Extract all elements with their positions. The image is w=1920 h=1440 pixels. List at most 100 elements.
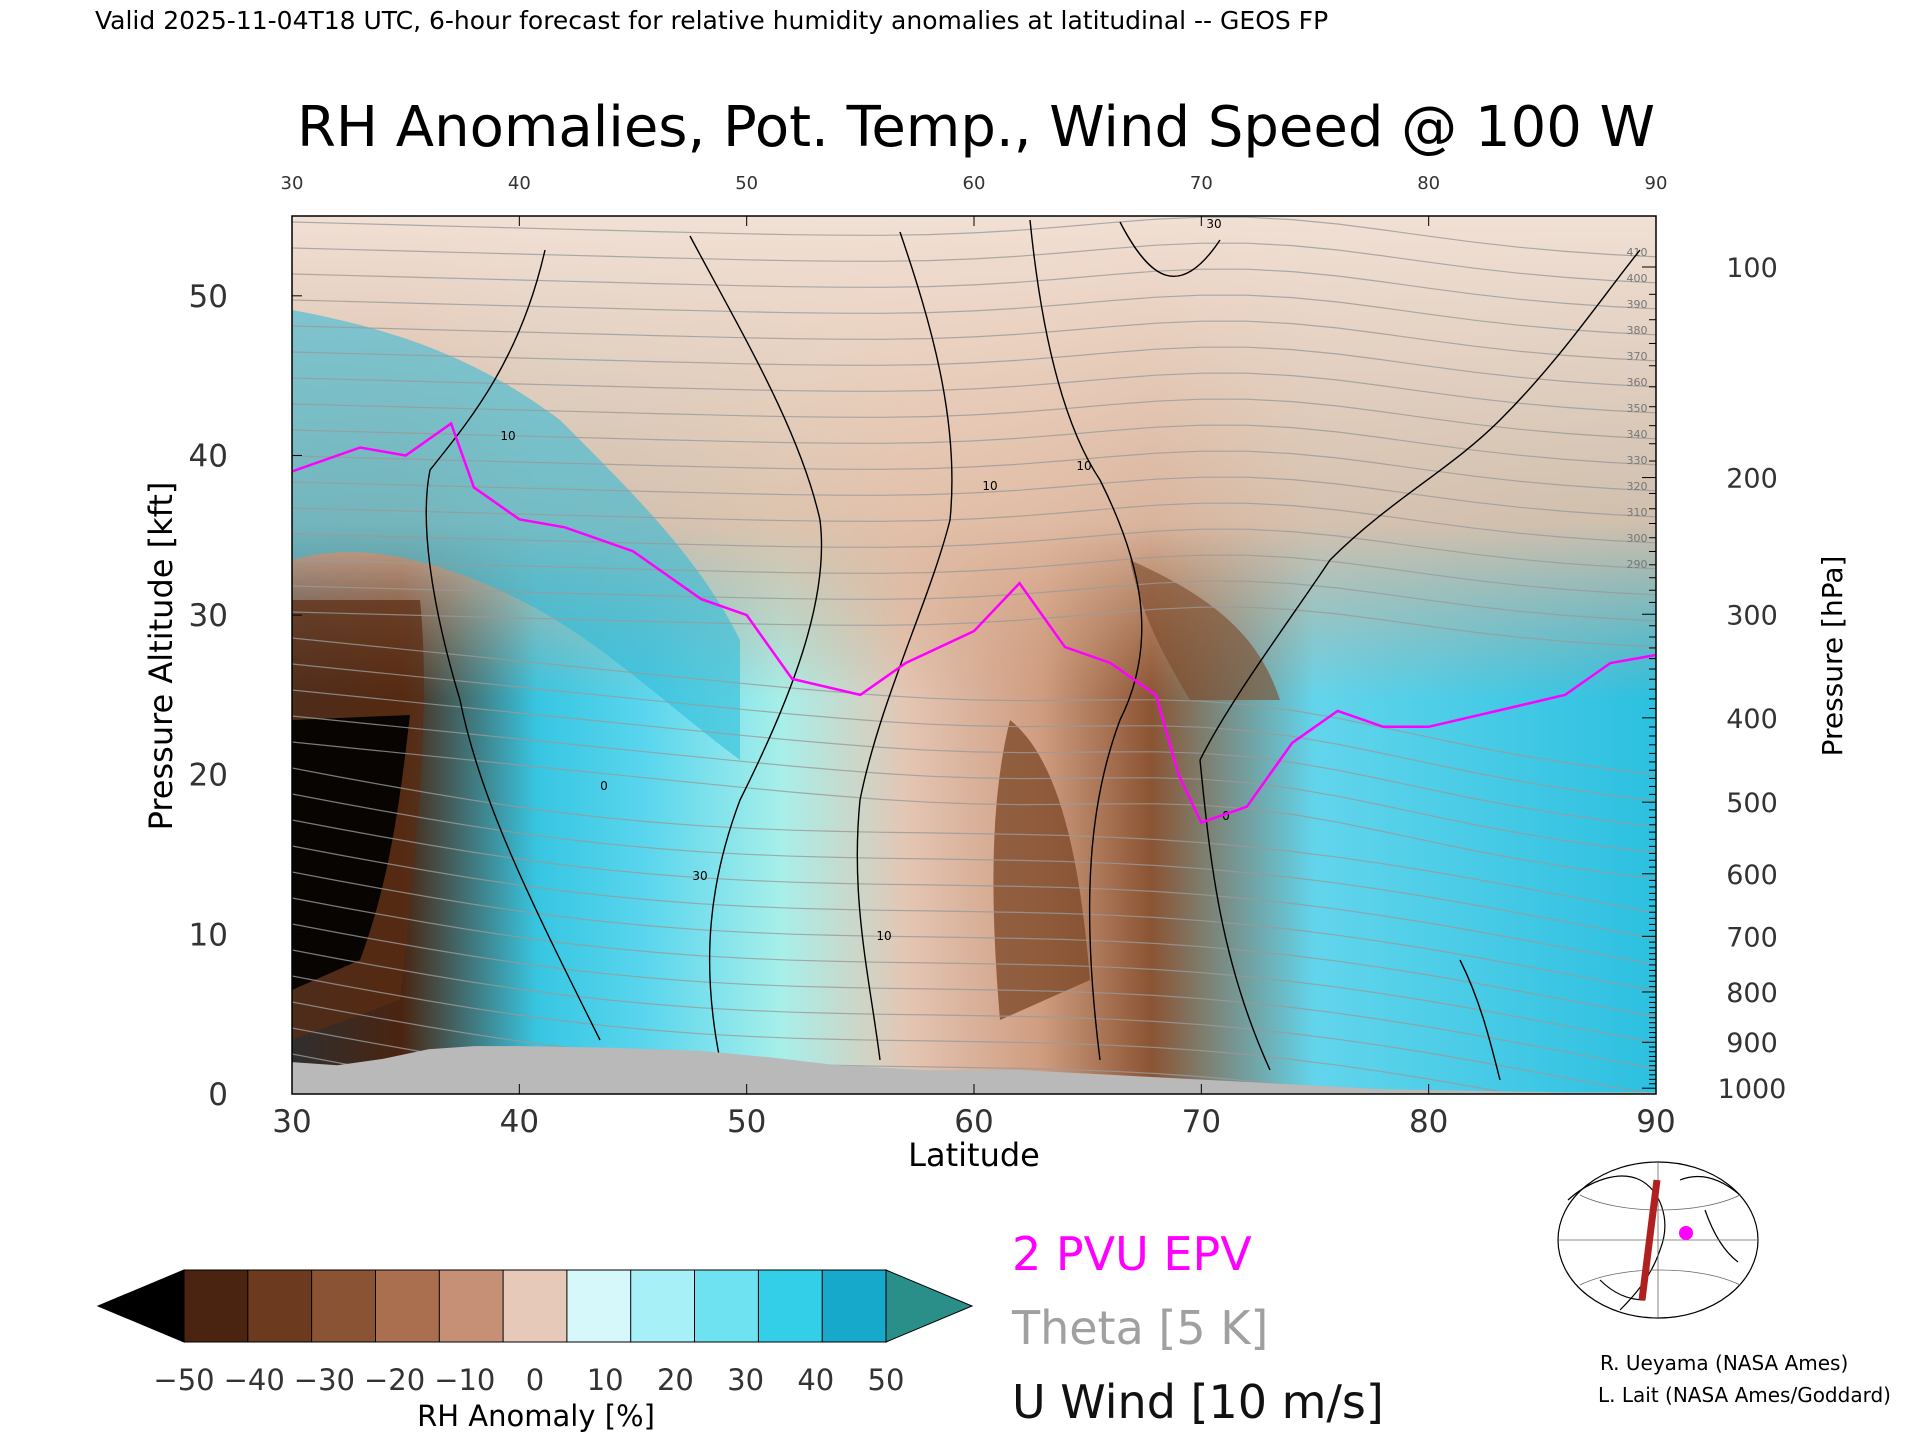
theta-label: 390 (1627, 298, 1648, 311)
theta-contour (292, 741, 1656, 880)
credit-line-2: L. Lait (NASA Ames/Goddard) (1598, 1383, 1891, 1407)
colorbar-swatch (630, 1269, 696, 1343)
y-tick-label-right: 100 (1726, 253, 1778, 284)
theta-contour (292, 372, 1656, 414)
legend: 2 PVU EPV Theta [5 K] U Wind [10 m/s] (1011, 1227, 1384, 1429)
u-wind-contours: 10 30 10 10 30 0 0 10 (425, 217, 1641, 1081)
theta-contour (292, 663, 1656, 802)
theta-contour (292, 398, 1656, 440)
y-tick-label-left: 10 (189, 917, 228, 953)
u-wind-label: 0 (600, 779, 608, 793)
u-wind-contour (689, 235, 823, 1061)
dry-tongue-65n (993, 720, 1090, 1020)
y-tick-label-right: 400 (1726, 704, 1778, 735)
u-wind-label: 10 (1076, 459, 1091, 473)
y-tick-label-left: 40 (189, 438, 228, 474)
colorbar-tick-label: 10 (587, 1363, 624, 1397)
theta-label: 300 (1627, 532, 1648, 545)
theta-label: 310 (1627, 506, 1648, 519)
colorbar-swatch (375, 1269, 441, 1343)
x-tick-label-top: 30 (281, 173, 304, 194)
theta-contour (292, 871, 1656, 1018)
x-tick-label-top: 70 (1190, 173, 1213, 194)
theta-label: 370 (1627, 350, 1648, 363)
theta-contour (292, 554, 1656, 596)
legend-epv: 2 PVU EPV (1012, 1227, 1252, 1281)
colorbar-tick-label: −30 (294, 1363, 355, 1397)
colorbar-tick-label: −20 (364, 1363, 425, 1397)
theta-contour (292, 346, 1656, 388)
colorbar-swatch (566, 1269, 632, 1343)
x-tick-label-top: 50 (735, 173, 758, 194)
x-tick-label-top: 40 (508, 173, 531, 194)
theta-contour (292, 242, 1656, 284)
map-graticule (1558, 1162, 1758, 1318)
u-wind-label: 10 (876, 929, 891, 943)
y-tick-label-right: 900 (1726, 1028, 1778, 1059)
u-wind-label: 10 (982, 479, 997, 493)
u-wind-contour (1199, 759, 1271, 1071)
theta-contour (292, 450, 1656, 492)
y-tick-label-right: 500 (1726, 788, 1778, 819)
u-wind-contour (1459, 959, 1501, 1081)
colorbar-over-arrow (885, 1269, 974, 1343)
colorbar-swatch (821, 1269, 888, 1343)
x-tick-label-bottom: 40 (500, 1104, 539, 1140)
u-wind-contour (1199, 249, 1641, 761)
u-wind-label: 0 (1222, 809, 1230, 823)
colorbar-swatch (247, 1269, 313, 1343)
x-tick-label-bottom: 90 (1636, 1104, 1675, 1140)
colorbar-tick-label: 30 (727, 1363, 764, 1397)
u-wind-contour (1029, 219, 1143, 1061)
plot-area: 410400390380370360350340330320310300290 … (292, 216, 1656, 1094)
colorbar-under-arrow (96, 1269, 185, 1343)
colorbar-tick-label: −50 (153, 1363, 214, 1397)
colorbar-tick-label: 50 (868, 1363, 905, 1397)
theta-label: 350 (1627, 402, 1648, 415)
x-tick-label-bottom: 30 (272, 1104, 311, 1140)
theta-contour (292, 949, 1656, 1094)
y-axis-left: 0 10 20 30 40 50 (189, 279, 302, 1113)
credit-line-1: R. Ueyama (NASA Ames) (1600, 1351, 1848, 1375)
colorbar-tick-label: −10 (434, 1363, 495, 1397)
theta-contour (292, 637, 1656, 776)
legend-theta: Theta [5 K] (1011, 1301, 1268, 1355)
theta-label: 340 (1627, 428, 1648, 441)
theta-contour (292, 216, 1656, 258)
y-tick-label-left: 20 (189, 758, 228, 794)
colorbar-swatch (502, 1269, 568, 1343)
y-axis-label-right: Pressure [hPa] (1816, 556, 1849, 757)
x-tick-label-bottom: 80 (1409, 1104, 1448, 1140)
y-tick-label-right: 200 (1726, 464, 1778, 495)
theta-contour (292, 528, 1656, 570)
u-wind-label: 30 (692, 869, 707, 883)
u-wind-contour (1119, 221, 1221, 278)
colorbar-tick-label: 40 (797, 1363, 834, 1397)
theta-contour (292, 294, 1656, 336)
theta-contour (292, 502, 1656, 544)
y-tick-label-left: 50 (189, 279, 228, 315)
u-wind-label: 30 (1206, 217, 1221, 231)
colorbar-tick-label: 0 (526, 1363, 544, 1397)
x-tick-label-top: 80 (1417, 173, 1440, 194)
colorbar-swatch (694, 1269, 760, 1343)
theta-label: 400 (1627, 272, 1648, 285)
very-dry-core (292, 715, 410, 990)
theta-label: 330 (1627, 454, 1648, 467)
map-coastline (1567, 1175, 1741, 1311)
valid-time-header: Valid 2025-11-04T18 UTC, 6-hour forecast… (95, 6, 1328, 35)
x-axis-top: 30 40 50 60 70 80 90 (281, 173, 1667, 226)
theta-contour (292, 975, 1517, 1094)
y-tick-label-left: 30 (189, 598, 228, 634)
chart-title: RH Anomalies, Pot. Temp., Wind Speed @ 1… (297, 95, 1655, 160)
theta-label: 320 (1627, 480, 1648, 493)
x-axis-label: Latitude (908, 1136, 1040, 1174)
epv-2pvu-line (292, 421, 1656, 825)
stratosphere-shading (292, 216, 1656, 1094)
theta-contour (292, 897, 1656, 1044)
legend-u-wind: U Wind [10 m/s] (1012, 1375, 1384, 1429)
colorbar-swatch (438, 1269, 505, 1343)
theta-contour (292, 845, 1656, 992)
